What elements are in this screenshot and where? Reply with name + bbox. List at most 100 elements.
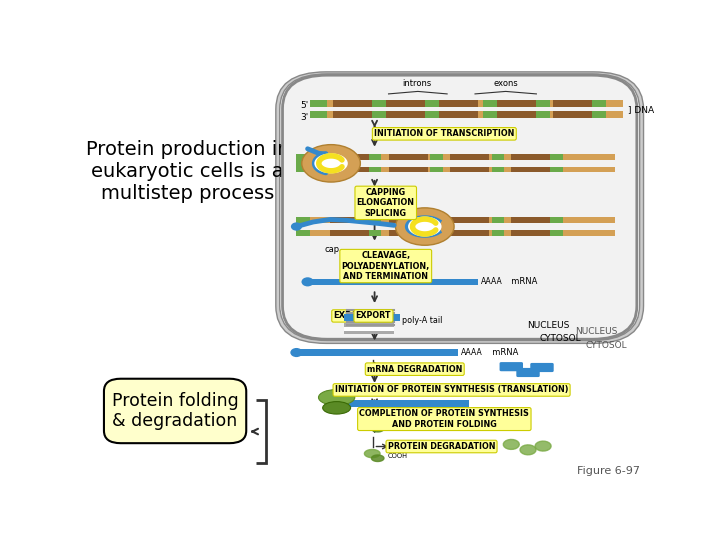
Bar xyxy=(344,327,394,330)
Circle shape xyxy=(302,277,314,286)
Bar xyxy=(431,230,443,235)
Text: AAAA: AAAA xyxy=(461,348,483,357)
Bar xyxy=(389,167,428,172)
Bar xyxy=(333,111,372,118)
Bar xyxy=(425,111,438,118)
Bar xyxy=(297,349,458,356)
Bar xyxy=(425,100,438,107)
Text: introns: introns xyxy=(402,79,431,88)
Bar xyxy=(431,218,443,223)
Text: Protein folding
& degradation: Protein folding & degradation xyxy=(112,392,238,430)
Polygon shape xyxy=(364,449,380,457)
Bar xyxy=(553,100,592,107)
Bar xyxy=(550,167,562,172)
Bar xyxy=(369,154,382,160)
Bar xyxy=(347,400,469,407)
Bar xyxy=(344,314,400,321)
Bar xyxy=(347,167,615,172)
Text: Protein production in
eukaryotic cells is a
multistep process: Protein production in eukaryotic cells i… xyxy=(86,140,289,202)
Bar xyxy=(450,154,489,160)
Text: COOH: COOH xyxy=(388,423,408,429)
Bar xyxy=(550,230,562,235)
Text: COMPLETION OF PROTEIN SYNTHESIS
AND PROTEIN FOLDING: COMPLETION OF PROTEIN SYNTHESIS AND PROT… xyxy=(359,409,529,429)
Bar xyxy=(511,167,550,172)
Bar xyxy=(536,100,550,107)
Text: 3': 3' xyxy=(300,113,308,122)
Bar xyxy=(389,230,428,235)
Text: H₂N: H₂N xyxy=(388,416,401,422)
Bar xyxy=(492,154,504,160)
Text: CLEAVAGE,
POLYADENYLATION,
AND TERMINATION: CLEAVAGE, POLYADENYLATION, AND TERMINATI… xyxy=(341,251,430,281)
Polygon shape xyxy=(372,426,384,432)
FancyBboxPatch shape xyxy=(516,368,540,377)
FancyBboxPatch shape xyxy=(276,72,644,343)
Text: mRNA DEGRADATION: mRNA DEGRADATION xyxy=(367,364,462,374)
Bar xyxy=(450,230,489,235)
Bar xyxy=(389,218,428,223)
Bar xyxy=(330,230,369,235)
Text: AAAA: AAAA xyxy=(428,400,449,409)
Bar xyxy=(310,111,327,118)
Text: poly-A tail: poly-A tail xyxy=(402,315,443,325)
Bar xyxy=(438,100,478,107)
Bar xyxy=(431,154,443,160)
FancyBboxPatch shape xyxy=(279,74,639,341)
Bar xyxy=(593,100,606,107)
Bar xyxy=(511,218,550,223)
Bar xyxy=(483,111,498,118)
Bar xyxy=(297,154,322,172)
Bar xyxy=(347,167,361,172)
Ellipse shape xyxy=(315,153,348,173)
Bar xyxy=(431,167,443,172)
Bar xyxy=(333,100,372,107)
Bar xyxy=(450,218,489,223)
Polygon shape xyxy=(364,420,380,428)
FancyBboxPatch shape xyxy=(500,362,523,371)
Polygon shape xyxy=(520,445,536,455)
Text: CYTOSOL: CYTOSOL xyxy=(539,334,581,343)
Text: ] DNA: ] DNA xyxy=(629,105,654,114)
Bar xyxy=(550,218,562,223)
Bar xyxy=(372,100,386,107)
Bar xyxy=(498,111,536,118)
Bar xyxy=(310,100,327,107)
Bar xyxy=(492,167,504,172)
Bar xyxy=(492,218,504,223)
Text: EXPORT: EXPORT xyxy=(333,312,371,320)
Polygon shape xyxy=(372,455,384,462)
Text: INITIATION OF TRANSCRIPTION: INITIATION OF TRANSCRIPTION xyxy=(374,129,515,138)
FancyBboxPatch shape xyxy=(282,75,637,339)
Text: NUCLEUS: NUCLEUS xyxy=(575,327,617,336)
Text: PROTEIN DEGRADATION: PROTEIN DEGRADATION xyxy=(388,442,495,451)
Bar xyxy=(492,230,504,235)
Circle shape xyxy=(290,348,302,357)
Bar xyxy=(386,100,425,107)
Bar xyxy=(297,218,615,223)
Polygon shape xyxy=(503,440,519,449)
Bar xyxy=(369,230,382,235)
Bar xyxy=(297,230,615,235)
Bar xyxy=(369,218,382,223)
Text: CAPPING
ELONGATION
SPLICING: CAPPING ELONGATION SPLICING xyxy=(356,188,415,218)
Bar xyxy=(297,218,310,223)
Text: COOH: COOH xyxy=(388,454,408,460)
Ellipse shape xyxy=(302,145,360,182)
Bar xyxy=(344,323,394,327)
Bar xyxy=(483,100,498,107)
Text: cap: cap xyxy=(324,245,340,254)
Bar xyxy=(347,154,361,160)
Bar xyxy=(344,330,394,334)
Bar xyxy=(347,154,615,160)
Bar xyxy=(330,167,369,172)
Bar xyxy=(550,154,562,160)
Ellipse shape xyxy=(408,217,441,237)
Ellipse shape xyxy=(318,389,355,406)
Text: EXPORT: EXPORT xyxy=(356,312,391,320)
Bar xyxy=(389,154,428,160)
Bar xyxy=(553,111,592,118)
Polygon shape xyxy=(535,441,551,451)
Bar xyxy=(536,111,550,118)
FancyBboxPatch shape xyxy=(530,363,554,372)
Circle shape xyxy=(291,222,302,231)
Text: 5': 5' xyxy=(300,100,308,110)
